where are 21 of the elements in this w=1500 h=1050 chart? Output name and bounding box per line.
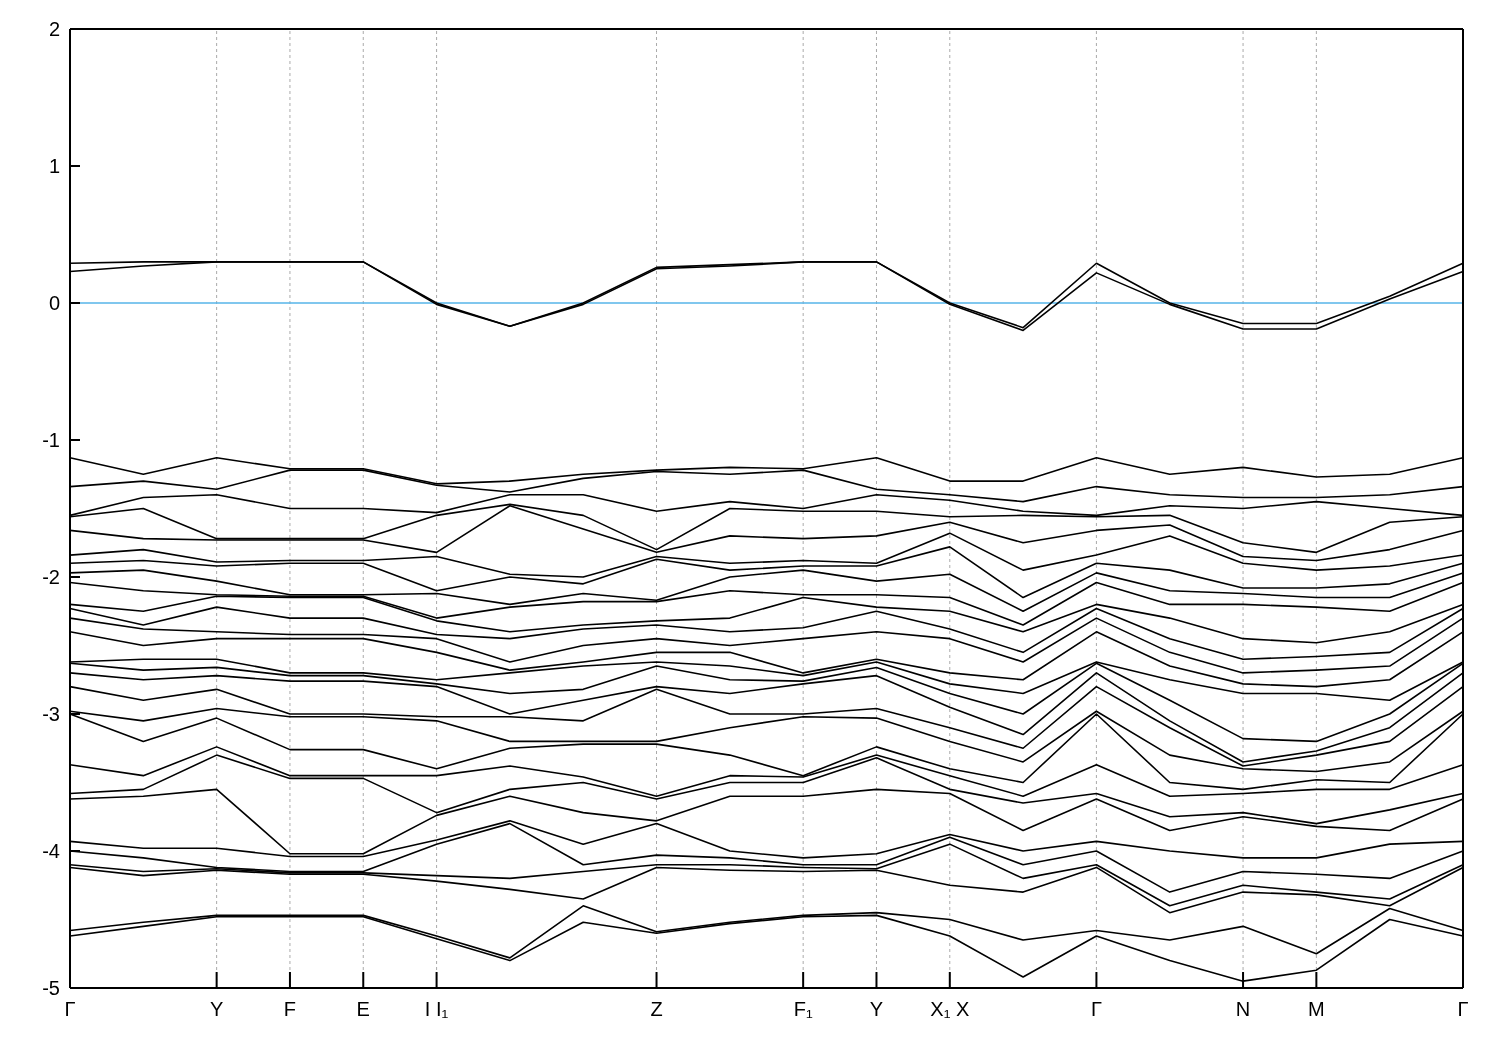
x-tick-label: Z [650, 998, 663, 1020]
x-tick-label: Y [209, 998, 224, 1020]
x-tick-label: F₁ [793, 998, 813, 1020]
y-tick-label: -4 [42, 840, 60, 863]
y-tick-label: 2 [48, 18, 60, 41]
y-tick-label: -2 [42, 566, 60, 589]
x-tick-label: Γ [64, 998, 76, 1020]
x-tick-label: X₁ X [930, 998, 970, 1020]
y-tick-label: -5 [42, 977, 60, 1000]
x-tick-label: E [356, 998, 370, 1020]
x-tick-label: Γ [1090, 998, 1102, 1020]
x-tick-label: I I₁ [424, 998, 449, 1020]
y-tick-label: 1 [48, 155, 60, 178]
x-tick-label: Γ [1457, 998, 1469, 1020]
x-tick-label: Y [869, 998, 884, 1020]
x-tick-label: M [1308, 998, 1325, 1020]
x-tick-label: F [283, 998, 297, 1020]
x-tick-label: N [1235, 998, 1251, 1020]
y-tick-label: -1 [42, 429, 60, 452]
y-tick-label: 0 [48, 292, 60, 315]
y-tick-label: -3 [42, 703, 60, 726]
